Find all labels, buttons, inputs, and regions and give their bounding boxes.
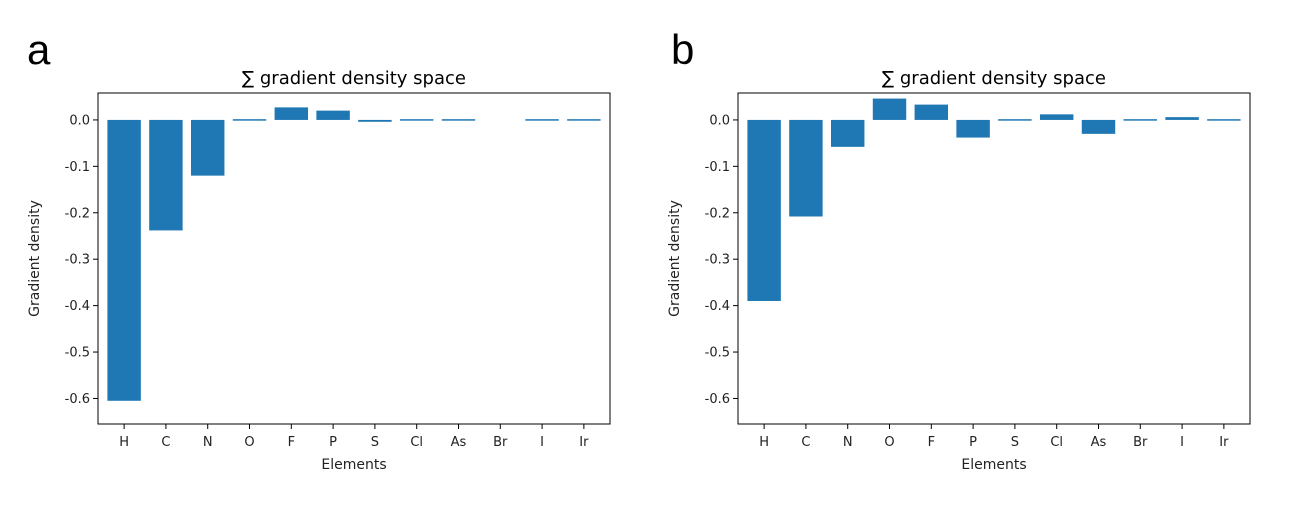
x-tick-label: Ir bbox=[579, 435, 589, 450]
x-tick-label: As bbox=[1091, 435, 1107, 450]
bar-s bbox=[998, 119, 1032, 121]
plot-frame bbox=[737, 92, 1251, 425]
bar-n bbox=[190, 119, 225, 176]
y-tick-label: -0.6 bbox=[65, 392, 90, 407]
y-tick-label: 0.0 bbox=[69, 113, 90, 128]
bar-i bbox=[1165, 117, 1199, 120]
y-tick-label: -0.3 bbox=[65, 253, 90, 268]
bar-f bbox=[914, 104, 949, 120]
y-tick-label: -0.6 bbox=[705, 392, 730, 407]
chart-panel-b: b 0.0 -0.1 -0.2 -0.3 -0.4 -0.5 -0.6 H C N O F P S Cl As… bbox=[640, 0, 1280, 510]
x-tick-label: I bbox=[1180, 435, 1184, 450]
y-tick-label: -0.5 bbox=[65, 346, 90, 361]
x-tick-label: F bbox=[928, 435, 935, 450]
bar-as bbox=[441, 119, 476, 121]
bar-n bbox=[830, 119, 865, 147]
bar-p bbox=[316, 110, 350, 120]
chart-title: ∑ gradient density space bbox=[242, 68, 466, 89]
bar-i bbox=[525, 119, 559, 121]
bar-c bbox=[149, 119, 183, 231]
x-tick-label: H bbox=[759, 435, 769, 450]
y-axis-label: Gradient density bbox=[667, 200, 683, 317]
bar-h bbox=[747, 119, 781, 301]
bar-o bbox=[872, 98, 907, 120]
bar-f bbox=[274, 107, 309, 120]
y-tick-label: -0.4 bbox=[705, 299, 730, 314]
plot-frame bbox=[97, 92, 611, 425]
bar-cl bbox=[399, 119, 434, 121]
x-tick-label: Ir bbox=[1219, 435, 1229, 450]
x-tick-label: F bbox=[288, 435, 295, 450]
bar-s bbox=[358, 119, 392, 122]
x-tick-label: C bbox=[161, 435, 170, 450]
x-tick-label: O bbox=[884, 435, 894, 450]
x-tick-label: I bbox=[540, 435, 544, 450]
x-axis-label: Elements bbox=[321, 457, 386, 473]
bar-br bbox=[1123, 119, 1158, 121]
x-tick-label: P bbox=[969, 435, 977, 450]
x-tick-label: C bbox=[801, 435, 810, 450]
x-tick-label: Br bbox=[1133, 435, 1148, 450]
bar-ir bbox=[567, 119, 601, 121]
bar-chart-a: 0.0 -0.1 -0.2 -0.3 -0.4 -0.5 -0.6 H C N O F P S Cl As Br… bbox=[27, 68, 611, 473]
x-tick-label: Cl bbox=[1050, 435, 1063, 450]
x-tick-label: N bbox=[203, 435, 213, 450]
x-tick-label: P bbox=[329, 435, 337, 450]
chart-title: ∑ gradient density space bbox=[882, 68, 1106, 89]
bar-h bbox=[107, 119, 141, 401]
x-tick-label: S bbox=[371, 435, 379, 450]
y-tick-label: -0.1 bbox=[65, 160, 90, 175]
x-tick-label: H bbox=[119, 435, 129, 450]
x-tick-label: O bbox=[244, 435, 254, 450]
x-tick-label: As bbox=[451, 435, 467, 450]
bar-cl bbox=[1039, 114, 1074, 120]
bar-as bbox=[1081, 119, 1116, 134]
y-tick-label: -0.4 bbox=[65, 299, 90, 314]
x-tick-label: Br bbox=[493, 435, 508, 450]
bar-p bbox=[956, 119, 990, 138]
bar-ir bbox=[1207, 119, 1241, 121]
y-tick-label: -0.3 bbox=[705, 253, 730, 268]
bar-o bbox=[232, 119, 267, 121]
panel-letter: a bbox=[27, 26, 51, 73]
bar-c bbox=[789, 119, 823, 217]
x-tick-label: N bbox=[843, 435, 853, 450]
y-axis-label: Gradient density bbox=[27, 200, 43, 317]
y-tick-label: -0.2 bbox=[705, 206, 730, 221]
panel-letter: b bbox=[671, 26, 695, 73]
y-tick-label: 0.0 bbox=[709, 113, 730, 128]
chart-panel-a: a 0.0 -0.1 -0.2 -0.3 -0.4 -0.5 -0.6 H C N O F P S Cl As… bbox=[0, 0, 640, 510]
bar-chart-b: 0.0 -0.1 -0.2 -0.3 -0.4 -0.5 -0.6 H C N O F P S Cl As Br… bbox=[667, 68, 1251, 473]
x-axis-label: Elements bbox=[961, 457, 1026, 473]
x-tick-label: Cl bbox=[410, 435, 423, 450]
y-tick-label: -0.1 bbox=[705, 160, 730, 175]
y-tick-label: -0.2 bbox=[65, 206, 90, 221]
y-tick-label: -0.5 bbox=[705, 346, 730, 361]
x-tick-label: S bbox=[1011, 435, 1019, 450]
